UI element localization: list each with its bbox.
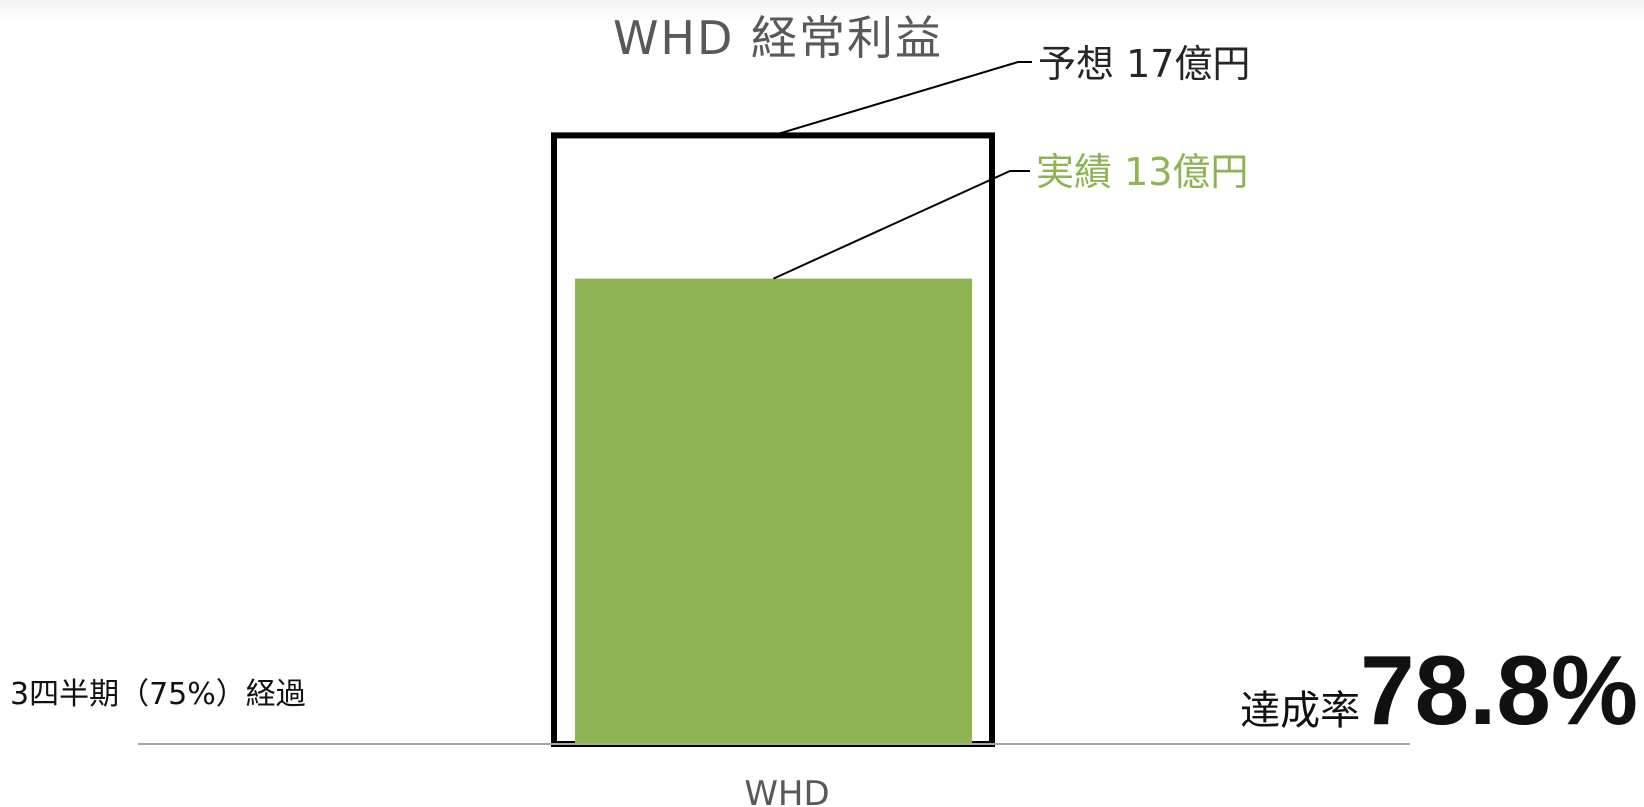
leader-line-forecast [772, 61, 1032, 137]
achievement-rate: 達成率78.8% [1240, 635, 1638, 745]
bar-actual [575, 278, 972, 744]
x-tick-label-whd: WHD [744, 774, 829, 807]
leader-line-actual [773, 170, 1030, 280]
elapsed-annotation: 3四半期（75%）経過 [10, 677, 306, 712]
data-label-actual: 実績 13億円 [1036, 150, 1248, 194]
data-label-forecast: 予想 17億円 [1038, 42, 1250, 86]
achievement-rate-prefix: 達成率 [1240, 688, 1360, 734]
achievement-rate-value: 78.8% [1360, 635, 1638, 745]
chart-title: WHD 経常利益 [613, 11, 943, 65]
